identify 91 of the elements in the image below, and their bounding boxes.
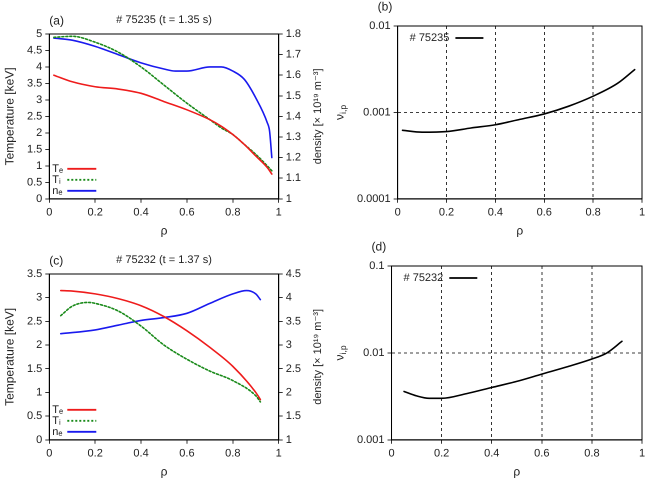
x-tick-label: 0.4 — [488, 206, 504, 218]
legend-label: # 75232 — [404, 272, 444, 284]
y2-tick-label: 4 — [286, 292, 292, 304]
x-tick-label: 0.6 — [536, 206, 552, 218]
y-tick-label: 0.001 — [363, 106, 391, 118]
y-tick-label: 0.1 — [369, 260, 385, 272]
x-tick-label: 0.4 — [133, 206, 149, 218]
y-tick-label: 5 — [36, 28, 42, 40]
line-series — [60, 290, 262, 334]
x-tick-label: 0.8 — [585, 206, 601, 218]
y2-tick-label: 1.7 — [286, 48, 302, 61]
y2-tick-label: 3.5 — [286, 315, 302, 328]
text: (b) — [378, 0, 392, 14]
x-tick-label: 0.6 — [179, 206, 195, 218]
x-tick-label: 0.8 — [584, 447, 600, 460]
y-tick-label: 0 — [36, 434, 42, 446]
x-tick-label: 0.2 — [434, 447, 450, 460]
x-axis-title: ρ — [160, 223, 168, 238]
y2-tick-label: 1 — [286, 434, 292, 446]
y-tick-label: 0.01 — [363, 346, 385, 359]
line-series — [53, 74, 273, 175]
y-tick-label: 1 — [36, 386, 42, 398]
y-tick-label: 0.001 — [356, 434, 385, 446]
text: (a) — [49, 13, 64, 28]
y-tick-label: 1.5 — [26, 143, 42, 156]
y2-axis-title: density [× 10¹⁹ m⁻³] — [312, 308, 324, 405]
y-tick-label: 3 — [36, 94, 42, 106]
y2-tick-label: 3 — [286, 339, 292, 352]
legend-label: # 75235 — [410, 32, 450, 44]
x-tick-label: 0 — [394, 206, 401, 218]
x-axis-title: ρ — [513, 464, 520, 478]
y-axis-title: Temperature [keV] — [2, 308, 16, 406]
x-tick-label: 0 — [46, 206, 52, 218]
chart-title: # 75232 (t = 1.37 s) — [116, 254, 212, 266]
x-tick-label: 0.4 — [484, 447, 500, 460]
y2-tick-label: 1.5 — [286, 90, 302, 102]
x-tick-label: 1 — [276, 447, 282, 460]
y2-tick-label: 1 — [286, 192, 292, 205]
y-tick-label: 0.5 — [26, 176, 42, 188]
y2-tick-label: 1.5 — [286, 410, 302, 422]
y2-tick-label: 4.5 — [286, 268, 302, 280]
y-tick-label: 2.5 — [26, 315, 42, 328]
y-axis-title: νi,p — [332, 104, 348, 120]
legend-label: Tᵢ — [52, 414, 62, 427]
x-tick-label: 0.2 — [88, 206, 103, 218]
x-axis-title: ρ — [516, 223, 524, 238]
y-tick-label: 1.5 — [26, 362, 42, 375]
y2-tick-label: 2 — [286, 386, 292, 398]
y-tick-label: 4.5 — [26, 44, 42, 57]
y2-tick-label: 1.1 — [286, 172, 302, 184]
x-tick-label: 0 — [46, 447, 52, 460]
y-axis-title: Temperature [keV] — [2, 67, 16, 166]
legend-label: Tₑ — [52, 404, 64, 416]
y-tick-label: 4 — [36, 60, 42, 73]
x-axis-title: ρ — [160, 464, 168, 478]
y-tick-label: 0.5 — [26, 410, 42, 422]
legend-label: Tₑ — [52, 162, 64, 175]
y-tick-label: 3.5 — [26, 268, 42, 280]
x-tick-label: 1 — [638, 206, 646, 218]
x-tick-label: 0.8 — [225, 447, 240, 460]
y-tick-label: 2 — [36, 126, 42, 139]
text: (d) — [372, 239, 386, 254]
x-tick-label: 0.2 — [438, 206, 454, 218]
y2-tick-label: 1.8 — [286, 28, 302, 40]
x-tick-label: 0.4 — [133, 447, 149, 460]
y-tick-label: 0.0001 — [356, 192, 391, 205]
y2-tick-label: 1.3 — [286, 131, 302, 144]
x-tick-label: 0.6 — [534, 447, 550, 460]
y-axis-title: νi,p — [332, 345, 348, 360]
x-tick-label: 0.6 — [179, 447, 195, 460]
x-tick-label: 1 — [276, 206, 282, 218]
y-tick-label: 2.5 — [26, 110, 42, 122]
legend-label: Tᵢ — [52, 174, 62, 186]
y-tick-label: 1 — [36, 160, 42, 172]
x-tick-label: 0.2 — [88, 447, 103, 460]
y-tick-label: 3.5 — [26, 77, 42, 90]
x-tick-label: 1 — [638, 447, 646, 460]
y2-axis-title: density [× 10¹⁹ m⁻³] — [312, 68, 324, 164]
legend-label: nₑ — [52, 426, 63, 438]
legend-label: nₑ — [52, 184, 63, 197]
chart-title: # 75235 (t = 1.35 s) — [116, 14, 212, 26]
y2-tick-label: 2.5 — [286, 362, 302, 375]
y-tick-label: 2 — [36, 339, 42, 352]
y-tick-label: 0.01 — [369, 20, 391, 32]
y-tick-label: 3 — [36, 292, 42, 304]
y-tick-label: 0 — [36, 192, 42, 205]
y2-tick-label: 1.2 — [286, 152, 302, 164]
y2-tick-label: 1.6 — [286, 69, 302, 82]
y2-tick-label: 1.4 — [286, 110, 302, 122]
text: (c) — [49, 253, 64, 268]
x-tick-label: 0.8 — [225, 206, 240, 218]
